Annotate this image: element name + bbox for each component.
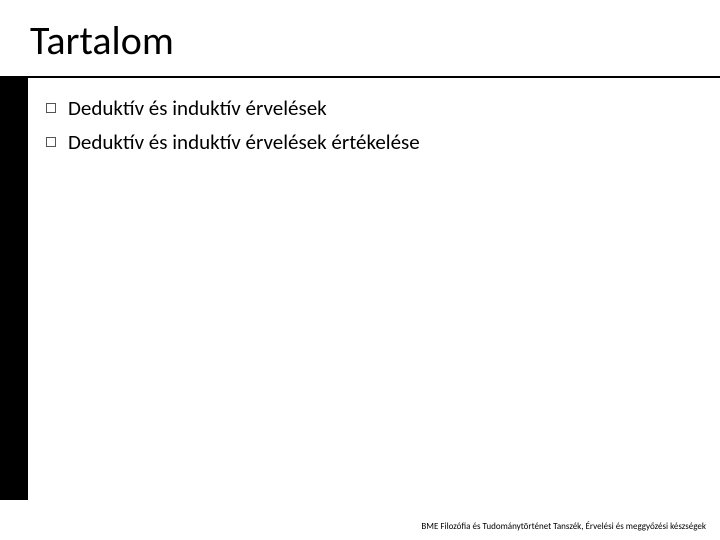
- content-area: Deduktív és induktív érvelések Deduktív …: [46, 94, 690, 163]
- slide: Tartalom Deduktív és induktív érvelések …: [0, 0, 720, 540]
- bullet-square-icon: [46, 137, 56, 147]
- title-underline: [0, 76, 720, 78]
- left-sidebar-bar: [0, 78, 28, 500]
- slide-title: Tartalom: [30, 16, 174, 65]
- bullet-text: Deduktív és induktív érvelések: [68, 94, 327, 122]
- footer-text: BME Filozófia és Tudománytörténet Tanszé…: [421, 521, 706, 532]
- bullet-square-icon: [46, 103, 56, 113]
- list-item: Deduktív és induktív érvelések értékelés…: [46, 128, 690, 156]
- list-item: Deduktív és induktív érvelések: [46, 94, 690, 122]
- bullet-text: Deduktív és induktív érvelések értékelés…: [68, 128, 420, 156]
